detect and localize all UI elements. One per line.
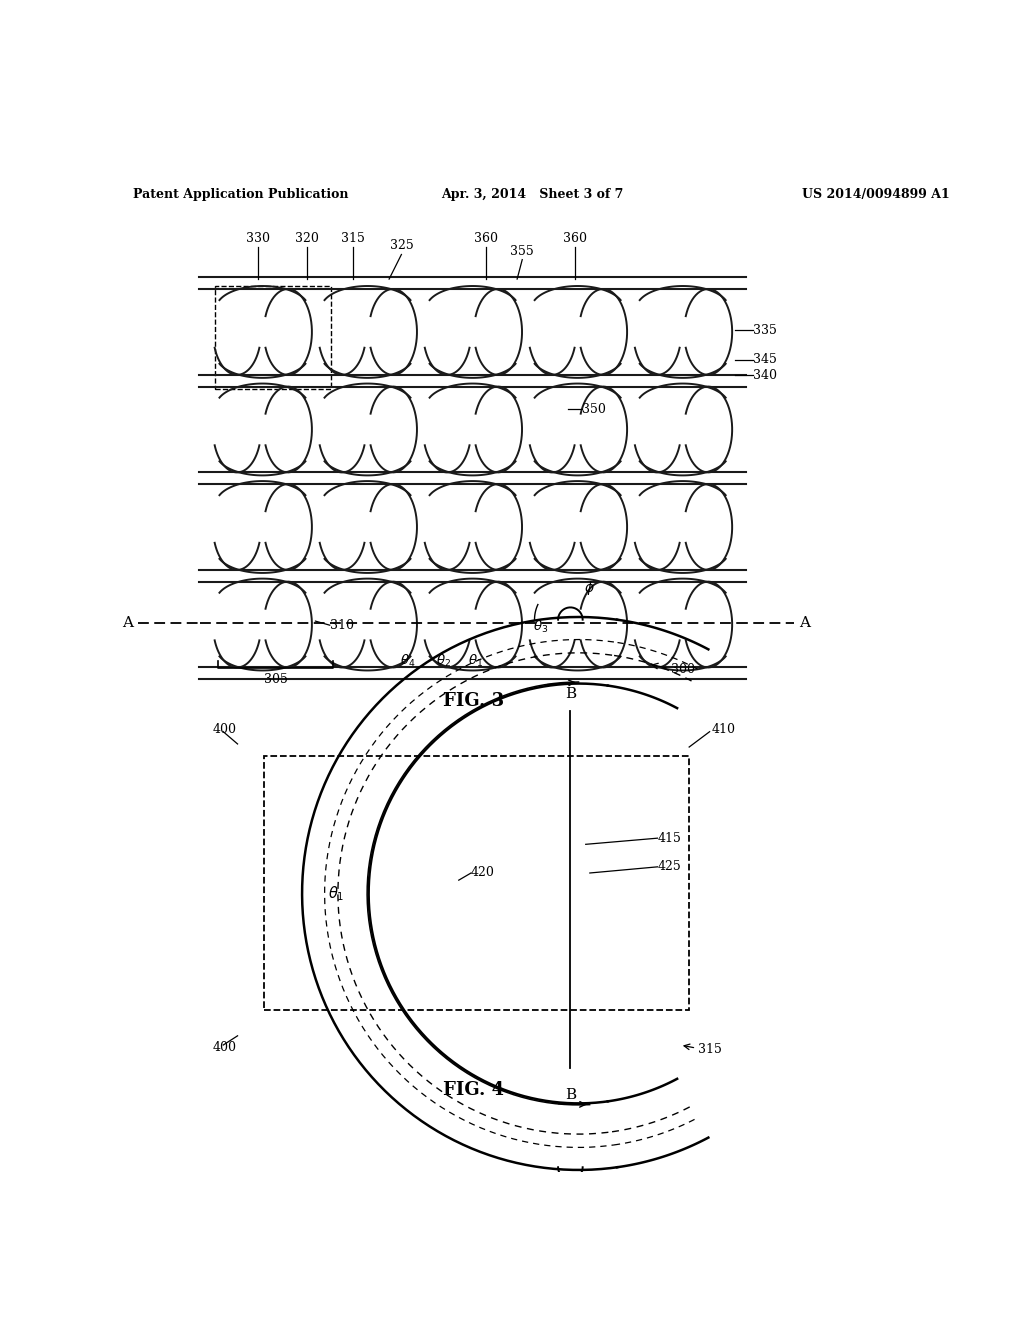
Text: 315: 315 xyxy=(698,1043,722,1056)
Text: Patent Application Publication: Patent Application Publication xyxy=(133,187,348,201)
Text: 350: 350 xyxy=(582,403,605,416)
Text: 340: 340 xyxy=(753,368,776,381)
Text: Apr. 3, 2014   Sheet 3 of 7: Apr. 3, 2014 Sheet 3 of 7 xyxy=(441,187,624,201)
Text: 415: 415 xyxy=(657,832,681,845)
Bar xyxy=(215,286,331,388)
Text: $\phi$: $\phi$ xyxy=(584,579,594,597)
Text: 400: 400 xyxy=(213,1040,237,1053)
Text: $\theta_2$: $\theta_2$ xyxy=(436,653,451,669)
Text: 335: 335 xyxy=(753,323,776,337)
Text: 360: 360 xyxy=(563,232,588,246)
Text: 315: 315 xyxy=(341,232,366,246)
Text: 300: 300 xyxy=(671,663,694,676)
Text: 330: 330 xyxy=(246,232,270,246)
Text: $\theta_1$: $\theta_1$ xyxy=(468,653,482,669)
Text: 360: 360 xyxy=(474,232,499,246)
Text: 325: 325 xyxy=(389,239,414,252)
Text: FIG. 4: FIG. 4 xyxy=(442,1081,504,1100)
Text: A: A xyxy=(122,616,133,630)
Text: US 2014/0094899 A1: US 2014/0094899 A1 xyxy=(802,187,949,201)
Text: 310: 310 xyxy=(330,619,353,632)
Text: 355: 355 xyxy=(510,244,535,257)
Text: B: B xyxy=(565,686,575,701)
Text: B: B xyxy=(565,1088,575,1102)
Text: FIG. 3: FIG. 3 xyxy=(442,692,504,710)
Text: $\theta_4$: $\theta_4$ xyxy=(399,653,416,669)
Bar xyxy=(264,756,689,1010)
Text: 400: 400 xyxy=(213,723,237,737)
Text: 420: 420 xyxy=(471,866,495,879)
Text: A: A xyxy=(799,616,810,630)
Text: 425: 425 xyxy=(657,861,681,874)
Text: 305: 305 xyxy=(263,673,288,686)
Text: 320: 320 xyxy=(295,232,319,246)
Text: $\theta_1$: $\theta_1$ xyxy=(328,884,344,903)
Text: $\theta_3$: $\theta_3$ xyxy=(534,619,548,635)
Text: 410: 410 xyxy=(712,723,735,737)
Text: 345: 345 xyxy=(753,354,776,367)
